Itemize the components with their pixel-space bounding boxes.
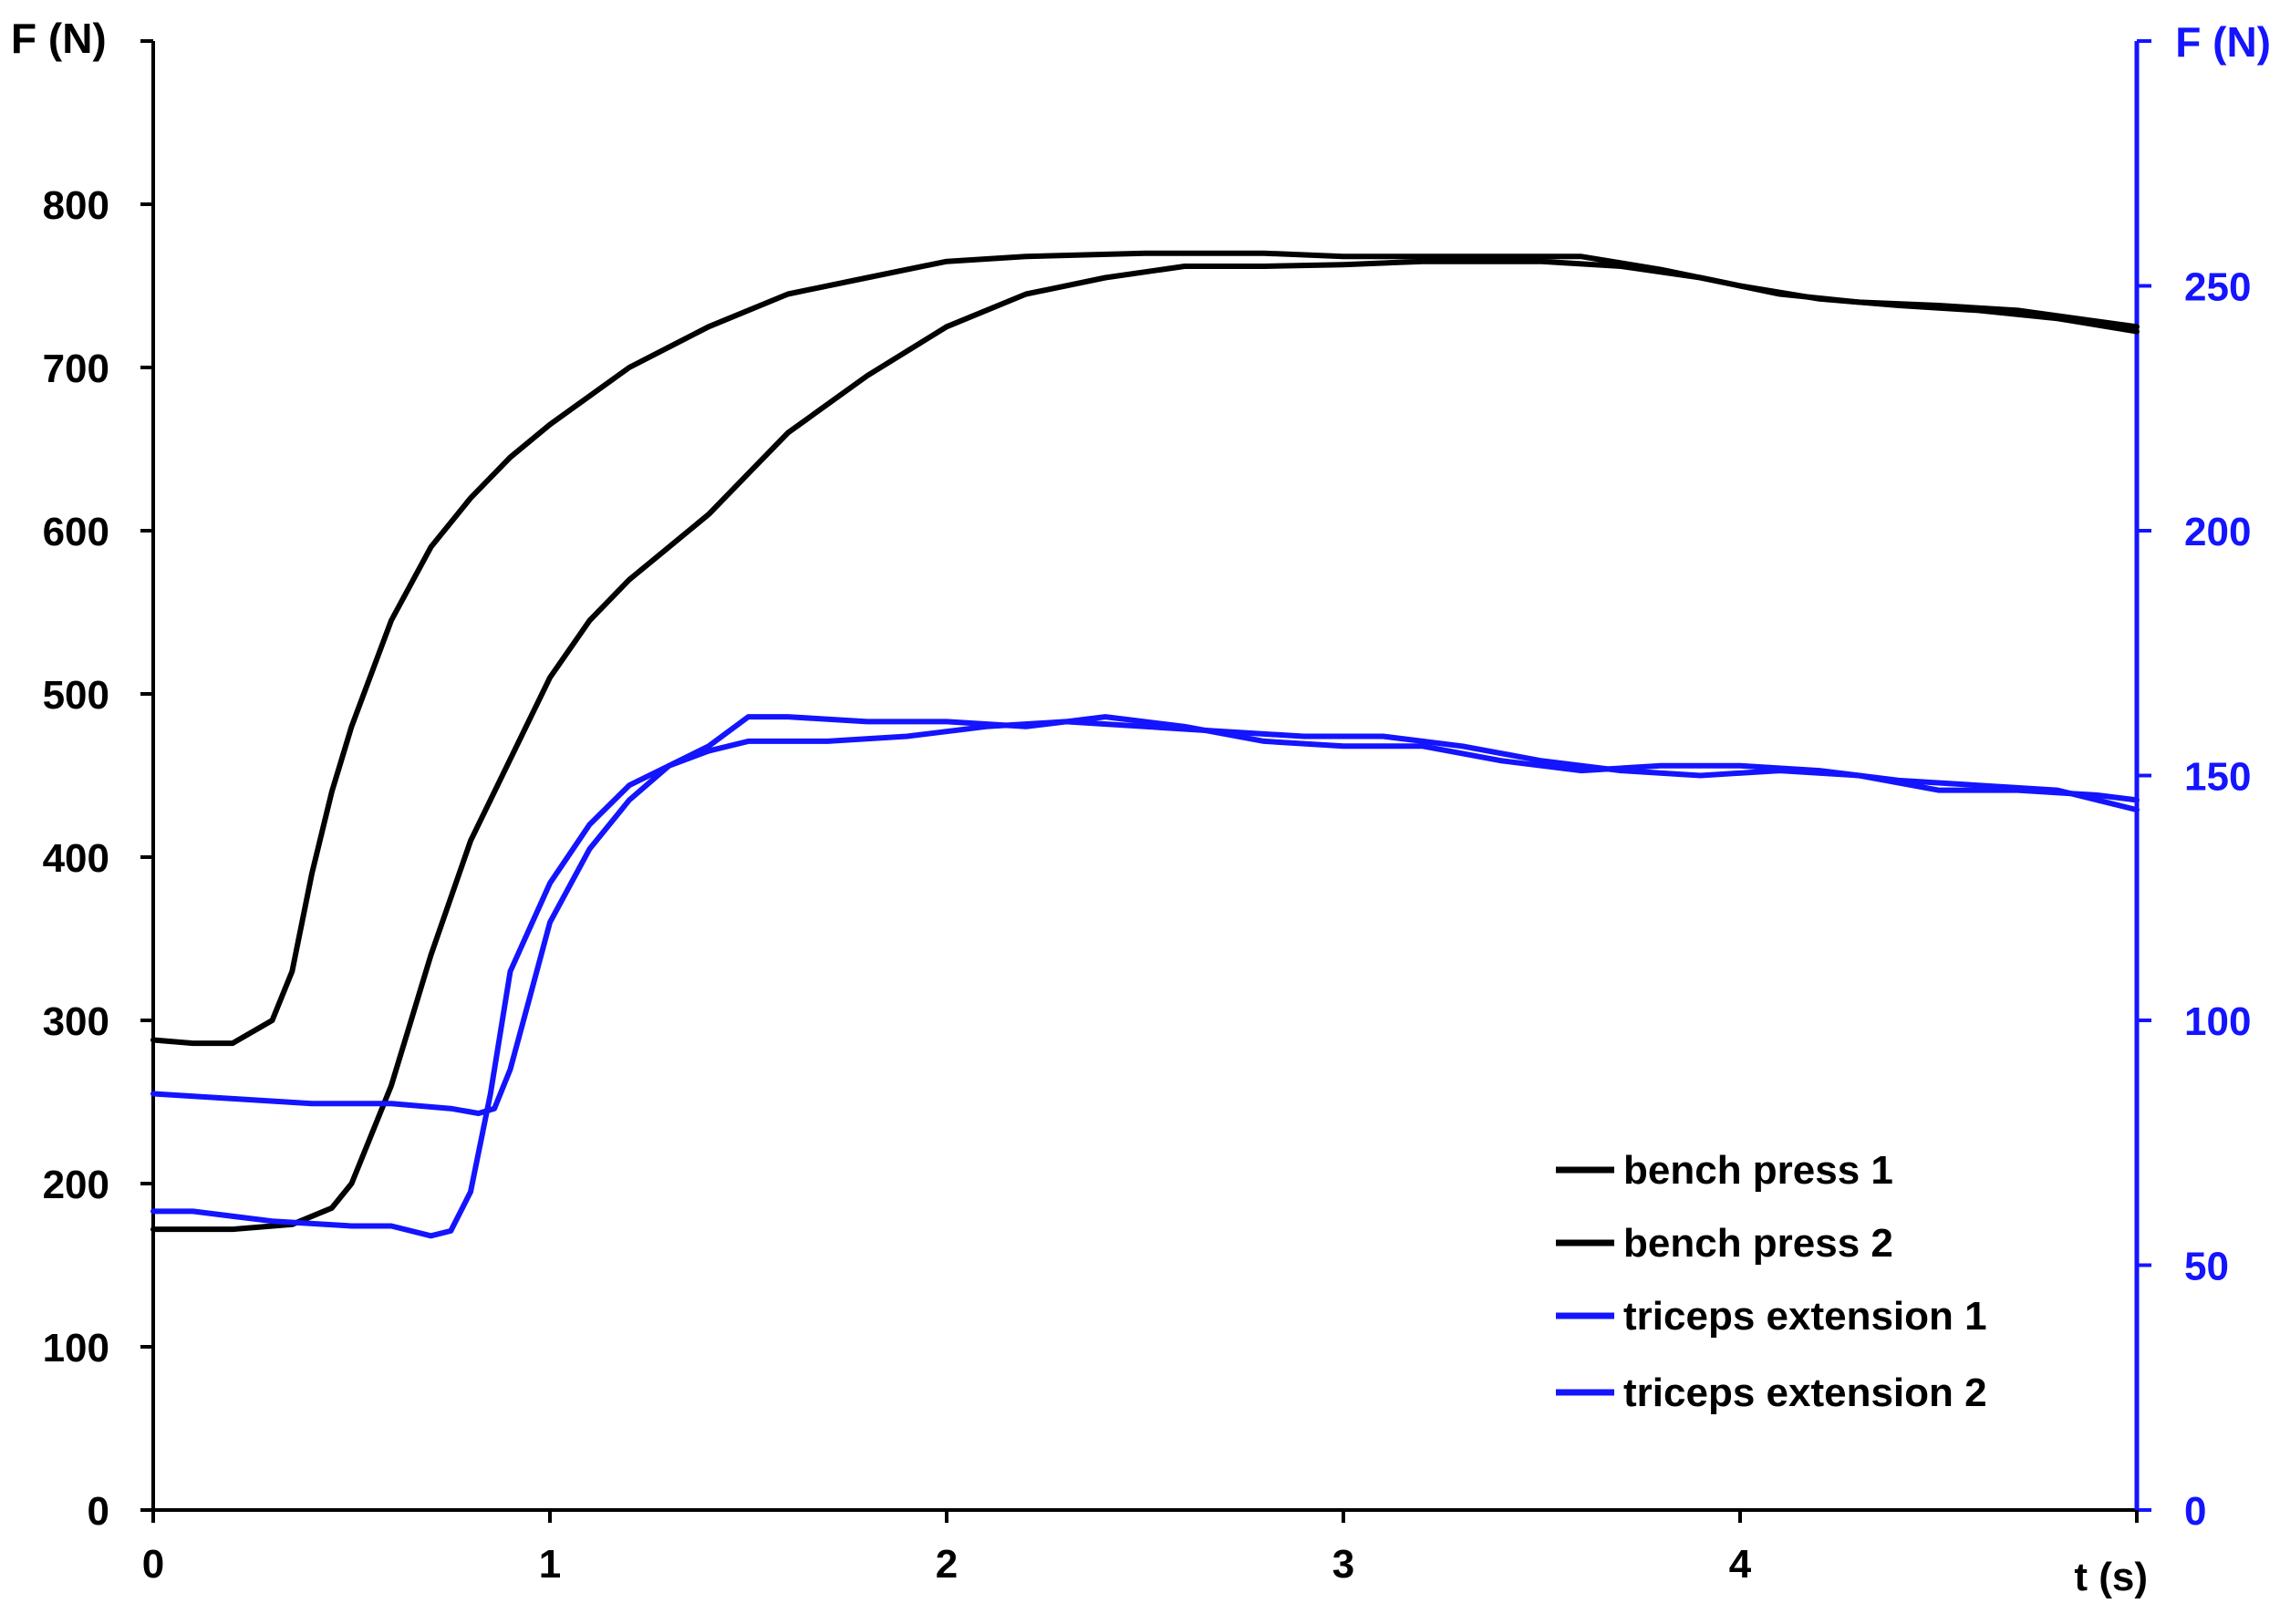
right-tick-label: 0 bbox=[2184, 1489, 2206, 1534]
legend-label-bench-press-1: bench press 1 bbox=[1623, 1148, 1893, 1193]
right-tick-label: 100 bbox=[2184, 999, 2251, 1044]
left-tick-label: 100 bbox=[43, 1326, 109, 1371]
left-axis-title: F (N) bbox=[11, 15, 107, 62]
series-line-bench-press-2 bbox=[150, 258, 2140, 1233]
x-tick-label: 1 bbox=[539, 1542, 561, 1587]
x-tick-label: 4 bbox=[1729, 1542, 1752, 1587]
right-axis-title: F (N) bbox=[2175, 18, 2271, 66]
legend: bench press 1 bench press 2 triceps extens… bbox=[1556, 1148, 1987, 1415]
x-tick-label: 0 bbox=[142, 1542, 164, 1587]
left-tick-label: 200 bbox=[43, 1163, 109, 1207]
legend-label-triceps-extension-2: triceps extension 2 bbox=[1623, 1371, 1987, 1415]
x-tick-label: 2 bbox=[936, 1542, 958, 1587]
left-tick-label: 700 bbox=[43, 347, 109, 391]
left-tick-label: 500 bbox=[43, 673, 109, 718]
right-tick-label: 150 bbox=[2184, 755, 2251, 800]
x-axis-title: t (s) bbox=[2074, 1555, 2148, 1599]
left-tick-label: 0 bbox=[88, 1489, 109, 1534]
series-line-bench-press-1 bbox=[150, 250, 2140, 1047]
left-tick-label: 600 bbox=[43, 510, 109, 554]
right-tick-label: 200 bbox=[2184, 510, 2251, 554]
x-tick-label: 3 bbox=[1332, 1542, 1354, 1587]
right-tick-label: 250 bbox=[2184, 265, 2251, 310]
left-tick-label: 300 bbox=[43, 999, 109, 1044]
legend-label-bench-press-2: bench press 2 bbox=[1623, 1221, 1893, 1266]
series-line-triceps-extension-1 bbox=[150, 714, 2140, 1239]
legend-label-triceps-extension-1: triceps extension 1 bbox=[1623, 1294, 1987, 1339]
series-line-triceps-extension-2 bbox=[150, 719, 2140, 1116]
left-tick-label: 400 bbox=[43, 836, 109, 881]
right-tick-label: 50 bbox=[2184, 1245, 2229, 1289]
left-tick-label: 800 bbox=[43, 183, 109, 228]
